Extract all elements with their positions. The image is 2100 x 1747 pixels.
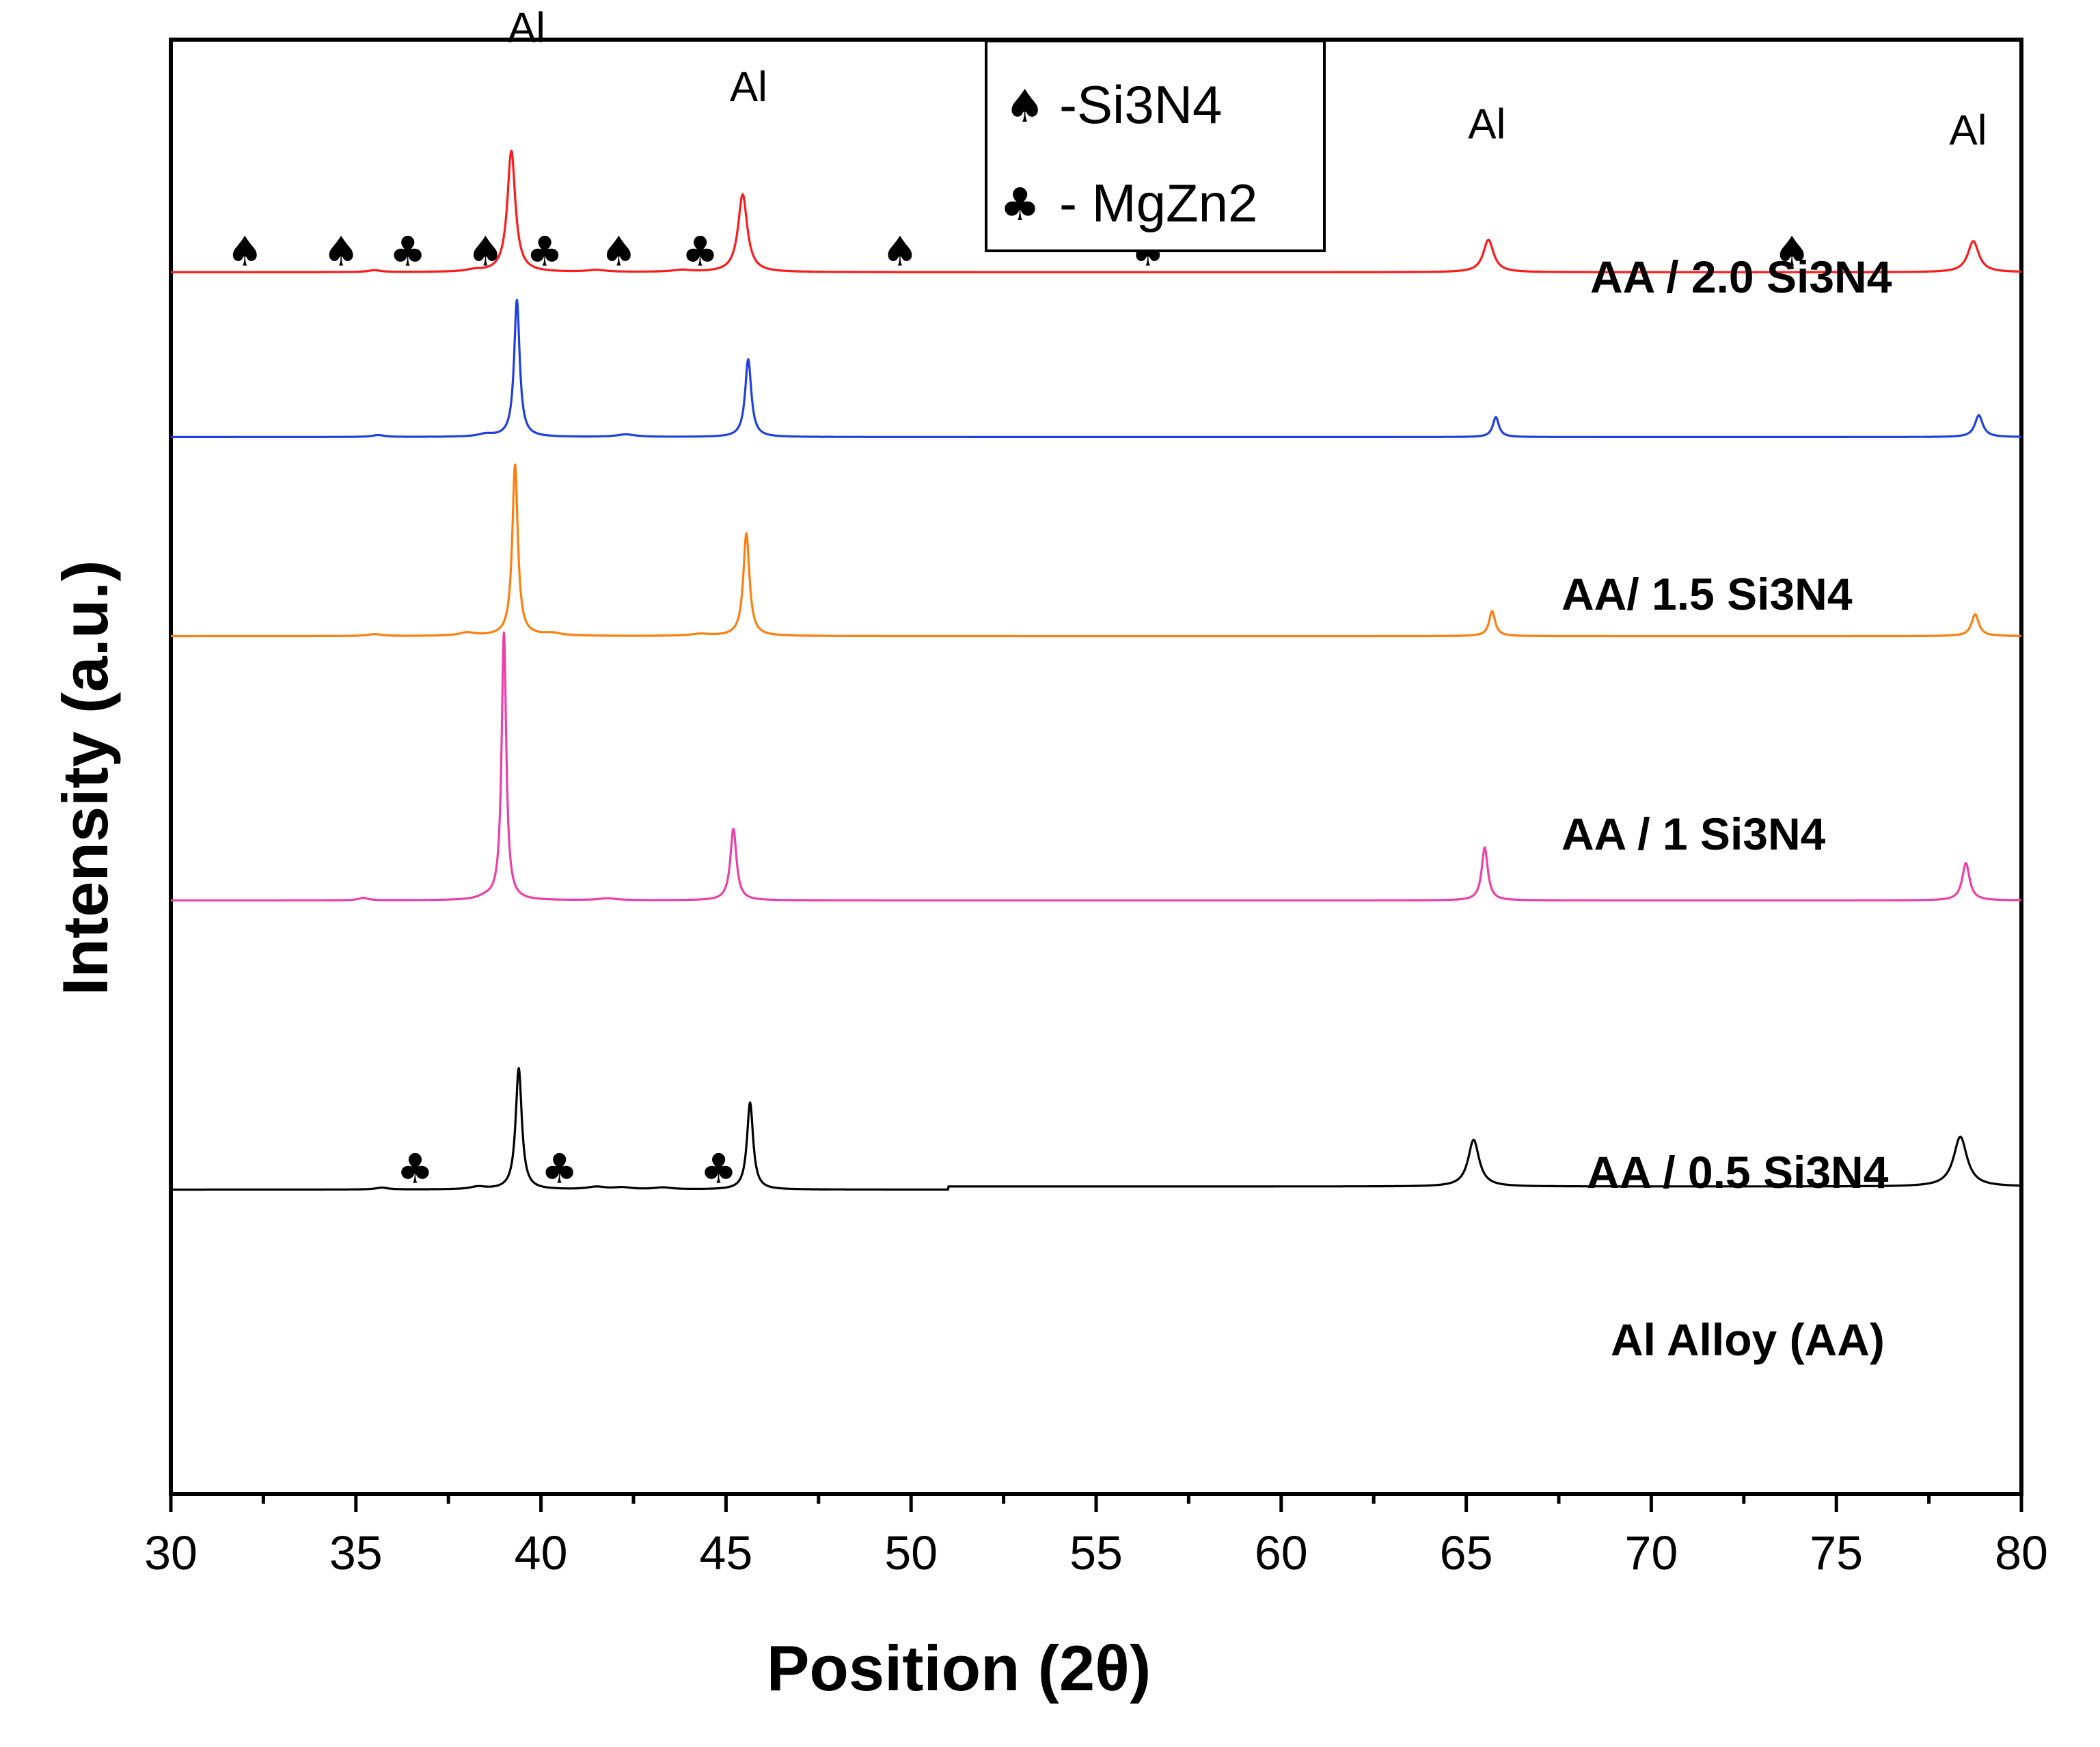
spade-marker-icon: ♠ — [226, 228, 263, 275]
series-line-1 — [169, 299, 2023, 438]
peak-label-al: Al — [1468, 101, 1505, 148]
spade-icon: ♠ — [1005, 80, 1045, 133]
series-label-aa-2-0: AA / 2.0 Si3N4 — [1590, 252, 1892, 302]
x-tick-label: 75 — [1810, 1526, 1863, 1580]
x-axis-ticks: 30 35 40 45 50 55 60 65 70 75 80 — [144, 1494, 2048, 1580]
peak-label-al: Al — [1949, 107, 1987, 154]
x-tick-label: 60 — [1255, 1526, 1308, 1580]
x-tick-label: 80 — [1995, 1526, 2048, 1580]
x-tick-label: 45 — [699, 1526, 752, 1580]
series-line-4 — [169, 1067, 2023, 1191]
legend-label-mgzn2: - MgZn2 — [1059, 173, 1257, 233]
club-marker-icon: ♣ — [397, 1146, 434, 1193]
series-label-aa-0-5: AA / 0.5 Si3N4 — [1587, 1147, 1889, 1197]
legend-box — [985, 40, 1326, 252]
spade-marker-icon: ♠ — [882, 228, 918, 275]
x-tick-label: 55 — [1069, 1526, 1123, 1580]
x-axis-title: Position (2θ) — [767, 1632, 1151, 1704]
club-marker-icon: ♣ — [700, 1146, 737, 1193]
x-tick-label: 35 — [329, 1526, 383, 1580]
series-label-aa-1-5: AA/ 1.5 Si3N4 — [1562, 569, 1853, 619]
x-tick-label: 40 — [515, 1526, 568, 1580]
series-layer — [169, 149, 2023, 1191]
x-tick-label: 70 — [1624, 1526, 1678, 1580]
legend-label-si3n4: -Si3N4 — [1059, 75, 1222, 135]
series-line-3 — [169, 631, 2023, 902]
series-label-aa-1: AA / 1 Si3N4 — [1562, 809, 1826, 859]
club-marker-icon: ♣ — [682, 228, 719, 275]
club-icon: ♣ — [1000, 178, 1040, 231]
x-tick-label: 65 — [1440, 1526, 1493, 1580]
series-label-al-alloy: Al Alloy (AA) — [1611, 1314, 1885, 1365]
legend: ♠ -Si3N4 ♣ - MgZn2 — [985, 40, 1326, 252]
x-tick-label: 50 — [884, 1526, 938, 1580]
club-marker-icon: ♣ — [541, 1146, 578, 1193]
peak-label-al: Al — [730, 64, 767, 111]
peak-label-al: Al — [508, 5, 545, 52]
spade-marker-icon: ♠ — [1773, 228, 1810, 275]
spade-marker-icon: ♠ — [467, 228, 504, 275]
y-axis-title: Intensity (a.u.) — [49, 560, 121, 995]
club-marker-icon: ♣ — [526, 228, 563, 275]
marker-layer: ♠ ♠ ♣ ♠ ♣ ♠ ♣ ♠ ♠ ♠ Al Al Al Al ♣ ♣ ♣ — [226, 5, 1987, 1193]
series-line-2 — [169, 463, 2023, 638]
spade-marker-icon: ♠ — [600, 228, 637, 275]
x-tick-label: 30 — [144, 1526, 197, 1580]
series-line-0 — [169, 149, 2023, 273]
club-marker-icon: ♣ — [390, 228, 426, 275]
spade-marker-icon: ♠ — [323, 228, 359, 275]
